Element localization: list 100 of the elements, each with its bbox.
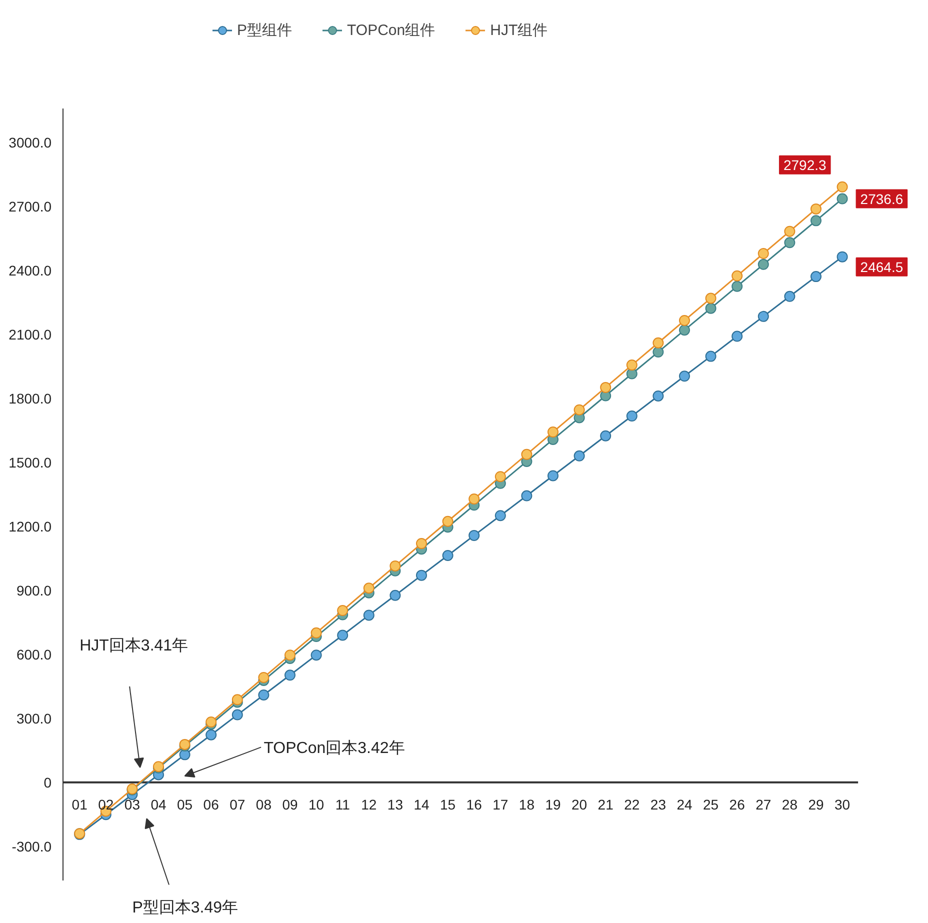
point xyxy=(310,650,322,661)
x-tick-label: 22 xyxy=(624,796,640,812)
x-tick-label: 13 xyxy=(387,796,404,812)
x-tick-label: 18 xyxy=(518,796,535,812)
point xyxy=(758,248,769,260)
x-tick-label: 04 xyxy=(150,796,166,812)
point xyxy=(416,570,427,581)
y-tick-label: 2700.0 xyxy=(8,198,52,215)
point xyxy=(810,203,822,214)
point xyxy=(836,181,848,192)
point xyxy=(521,490,532,502)
annotation: HJT回本3.41年 xyxy=(80,636,188,654)
y-tick-label: 0 xyxy=(44,774,52,790)
x-tick-label: 20 xyxy=(572,796,588,812)
x-tick-label: 01 xyxy=(72,796,88,812)
x-tick-label: 08 xyxy=(256,796,272,812)
x-tick-label: 17 xyxy=(492,796,508,812)
x-tick-label: 26 xyxy=(729,796,746,812)
point xyxy=(810,215,822,226)
point xyxy=(626,368,638,380)
y-tick-label: 1800.0 xyxy=(8,390,52,407)
point xyxy=(784,290,796,302)
y-tick-label: 2100.0 xyxy=(8,326,52,343)
point xyxy=(626,410,638,422)
x-tick-label: 23 xyxy=(650,796,666,812)
x-tick-label: 14 xyxy=(414,796,430,812)
point xyxy=(705,302,716,314)
data-label: 2464.5 xyxy=(860,258,904,275)
point xyxy=(468,493,480,504)
point xyxy=(258,689,270,700)
y-tick-label: 2400.0 xyxy=(8,262,52,279)
point xyxy=(363,582,374,594)
point xyxy=(678,324,690,336)
x-tick-label: 05 xyxy=(177,796,193,812)
x-tick-label: 09 xyxy=(282,796,298,812)
point xyxy=(363,610,374,621)
point xyxy=(547,470,558,482)
x-tick-label: 21 xyxy=(598,796,614,812)
point xyxy=(678,314,690,326)
point xyxy=(652,390,664,402)
point xyxy=(574,404,585,416)
x-tick-label: 10 xyxy=(308,796,324,812)
y-tick-label: 900.0 xyxy=(16,582,52,598)
point xyxy=(284,650,296,661)
point xyxy=(810,271,822,282)
point xyxy=(232,709,243,720)
point xyxy=(284,670,296,681)
point xyxy=(836,251,848,262)
point xyxy=(758,310,769,322)
x-tick-label: 11 xyxy=(335,796,350,812)
point xyxy=(232,694,243,706)
x-tick-label: 12 xyxy=(361,796,377,812)
point xyxy=(258,672,270,683)
point xyxy=(600,382,612,393)
point xyxy=(600,430,612,442)
point xyxy=(652,346,664,358)
point xyxy=(442,516,454,527)
x-tick-label: 30 xyxy=(834,796,850,812)
point xyxy=(310,627,322,638)
point xyxy=(416,538,427,550)
point xyxy=(442,550,454,561)
point xyxy=(784,226,796,237)
x-tick-label: 15 xyxy=(440,796,456,812)
point xyxy=(784,237,796,248)
x-tick-label: 25 xyxy=(703,796,719,812)
y-tick-label: -300.0 xyxy=(12,838,52,854)
legend-label: HJT组件 xyxy=(490,20,548,40)
point xyxy=(547,426,558,438)
point xyxy=(494,471,506,482)
y-tick-label: 1200.0 xyxy=(8,518,52,534)
point xyxy=(390,560,401,572)
point xyxy=(468,530,480,541)
point xyxy=(206,729,217,740)
point xyxy=(626,360,638,371)
point xyxy=(337,630,348,641)
x-tick-label: 28 xyxy=(782,796,798,812)
point xyxy=(521,448,532,460)
x-tick-label: 29 xyxy=(808,796,824,812)
x-tick-label: 19 xyxy=(545,796,561,812)
point xyxy=(678,370,690,382)
annotation: TOPCon回本3.42年 xyxy=(264,738,405,757)
point xyxy=(390,590,401,601)
point xyxy=(758,258,769,270)
y-tick-label: 1500.0 xyxy=(8,454,52,471)
point xyxy=(732,280,743,292)
point xyxy=(337,605,348,616)
data-label: 2792.3 xyxy=(783,156,827,173)
x-tick-label: 27 xyxy=(756,796,772,812)
y-tick-label: 300.0 xyxy=(16,710,52,726)
y-tick-label: 3000.0 xyxy=(8,134,52,151)
point xyxy=(705,350,716,362)
point xyxy=(652,337,664,348)
x-tick-label: 16 xyxy=(466,796,482,812)
x-tick-label: 06 xyxy=(203,796,220,812)
x-tick-label: 24 xyxy=(676,796,692,812)
point xyxy=(732,270,743,282)
y-tick-label: 600.0 xyxy=(16,646,52,662)
point xyxy=(836,193,848,204)
point xyxy=(705,292,716,304)
point xyxy=(574,450,585,462)
